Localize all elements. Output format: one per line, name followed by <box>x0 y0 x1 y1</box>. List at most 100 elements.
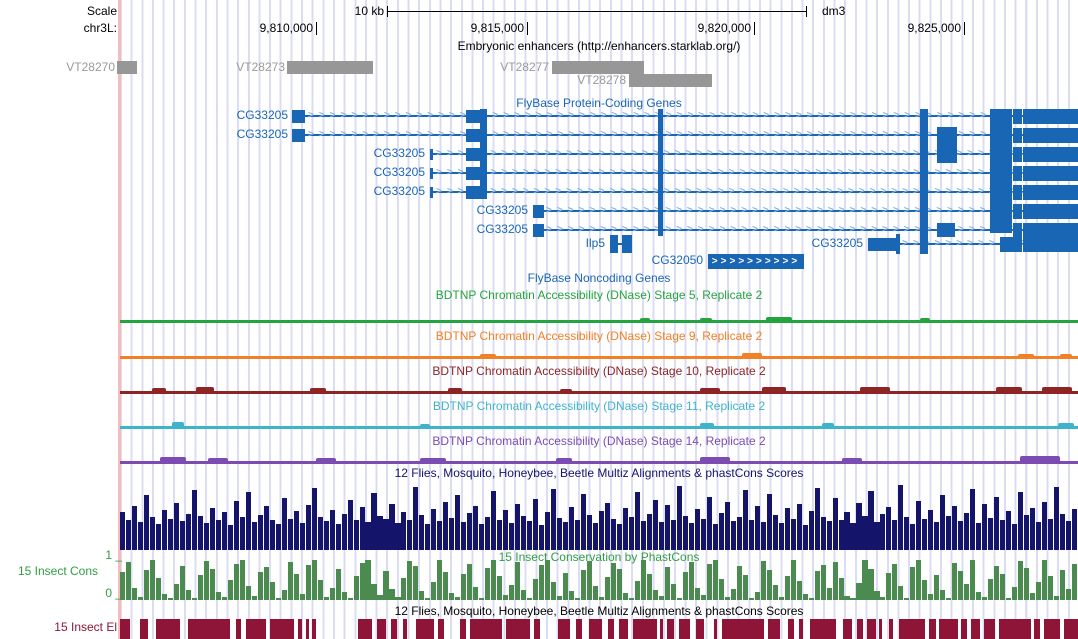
histogram-bar[interactable] <box>838 520 844 550</box>
gene-intron-line[interactable] <box>292 115 1078 117</box>
histogram-bar[interactable] <box>413 487 419 550</box>
gene-intron-line[interactable] <box>430 153 1078 155</box>
histogram-bar[interactable] <box>299 594 305 600</box>
histogram-bar[interactable] <box>569 507 575 550</box>
histogram-bar[interactable] <box>604 577 611 600</box>
histogram-bar[interactable] <box>389 589 395 600</box>
histogram-bar[interactable] <box>844 596 850 600</box>
histogram-bar[interactable] <box>826 588 832 600</box>
histogram-bar[interactable] <box>131 506 138 550</box>
histogram-bar[interactable] <box>167 598 173 600</box>
histogram-bar[interactable] <box>263 506 269 550</box>
histogram-bar[interactable] <box>778 597 784 600</box>
histogram-bar[interactable] <box>928 510 934 550</box>
histogram-bar[interactable] <box>664 505 670 550</box>
histogram-bar[interactable] <box>706 497 712 550</box>
histogram-bar[interactable] <box>120 512 126 550</box>
histogram-bar[interactable] <box>365 560 371 600</box>
histogram-bar[interactable] <box>700 595 706 600</box>
histogram-bar[interactable] <box>467 513 473 550</box>
histogram-bar[interactable] <box>646 514 652 550</box>
histogram-bar[interactable] <box>221 512 227 550</box>
histogram-bar[interactable] <box>1000 520 1006 550</box>
histogram-bar[interactable] <box>137 597 144 600</box>
gene-exon-chevron-box[interactable]: >>>>>>>>>> <box>708 253 804 269</box>
histogram-bar[interactable] <box>233 564 239 600</box>
conserved-element-block[interactable] <box>667 619 674 639</box>
histogram-bar[interactable] <box>772 585 778 600</box>
histogram-bar[interactable] <box>742 575 748 600</box>
histogram-bar[interactable] <box>1006 511 1012 550</box>
histogram-bar[interactable] <box>227 580 233 600</box>
histogram-bar[interactable] <box>473 506 479 550</box>
histogram-bar[interactable] <box>533 579 539 600</box>
histogram-bar[interactable] <box>317 517 323 550</box>
gene-intron-line[interactable] <box>430 191 1078 193</box>
gene-exon[interactable] <box>1013 127 1022 143</box>
conserved-element-block[interactable] <box>971 619 980 639</box>
histogram-bar[interactable] <box>868 569 874 600</box>
histogram-bar[interactable] <box>676 598 682 600</box>
conserved-element-block[interactable] <box>358 619 372 639</box>
histogram-bar[interactable] <box>814 488 820 550</box>
gene-label[interactable]: CG32050 <box>651 253 703 267</box>
histogram-bar[interactable] <box>461 574 467 600</box>
histogram-bar[interactable] <box>179 521 185 550</box>
conserved-element-block[interactable] <box>377 619 386 639</box>
gene-exon[interactable] <box>1023 222 1078 238</box>
histogram-bar[interactable] <box>371 584 377 600</box>
histogram-bar[interactable] <box>1018 561 1024 600</box>
conserved-element-block[interactable] <box>236 619 241 639</box>
gene-exon[interactable] <box>937 223 955 237</box>
histogram-bar[interactable] <box>946 516 952 550</box>
histogram-bar[interactable] <box>581 494 587 550</box>
histogram-bar[interactable] <box>622 508 629 550</box>
conserved-element-block[interactable] <box>899 619 925 639</box>
histogram-bar[interactable] <box>616 524 623 550</box>
histogram-bar[interactable] <box>934 575 940 600</box>
histogram-bar[interactable] <box>694 588 700 600</box>
conserved-element-block[interactable] <box>633 619 657 639</box>
histogram-bar[interactable] <box>1072 509 1078 550</box>
conserved-element-block[interactable] <box>391 619 397 639</box>
gene-exon-shared[interactable] <box>990 109 1012 233</box>
histogram-bar[interactable] <box>179 566 185 600</box>
histogram-bar[interactable] <box>407 520 413 550</box>
histogram-bar[interactable] <box>646 574 652 600</box>
histogram-bar[interactable] <box>497 576 503 600</box>
conserved-element-block[interactable] <box>788 619 794 639</box>
histogram-bar[interactable] <box>760 561 766 600</box>
histogram-bar[interactable] <box>503 510 509 550</box>
conserved-element-block[interactable] <box>929 619 936 639</box>
histogram-bar[interactable] <box>946 598 952 600</box>
histogram-bar[interactable] <box>658 522 664 550</box>
histogram-bar[interactable] <box>1036 522 1042 550</box>
gene-exon-shared[interactable] <box>480 109 487 199</box>
histogram-bar[interactable] <box>928 594 934 600</box>
histogram-bar[interactable] <box>563 522 569 550</box>
bdtnp-signal-baseline[interactable] <box>120 320 1078 323</box>
histogram-bar[interactable] <box>191 598 197 600</box>
gene-exon[interactable] <box>1023 203 1078 219</box>
histogram-bar[interactable] <box>305 565 311 600</box>
histogram-bar[interactable] <box>503 595 509 600</box>
gene-exon[interactable] <box>466 109 481 123</box>
histogram-bar[interactable] <box>353 576 359 600</box>
conserved-element-block[interactable] <box>799 619 803 639</box>
histogram-bar[interactable] <box>622 593 629 600</box>
gene-exon[interactable] <box>430 167 433 179</box>
histogram-bar[interactable] <box>616 569 623 600</box>
gene-exon[interactable] <box>868 237 896 251</box>
histogram-bar[interactable] <box>922 580 928 600</box>
gene-intron-line[interactable] <box>533 229 1078 231</box>
histogram-bar[interactable] <box>784 576 790 600</box>
gene-exon[interactable] <box>1013 108 1022 124</box>
histogram-bar[interactable] <box>718 579 724 600</box>
histogram-bar[interactable] <box>712 560 718 600</box>
histogram-bar[interactable] <box>670 520 676 550</box>
histogram-bar[interactable] <box>688 523 694 550</box>
histogram-bar[interactable] <box>215 520 221 550</box>
histogram-bar[interactable] <box>844 512 850 550</box>
histogram-bar[interactable] <box>395 523 401 550</box>
histogram-bar[interactable] <box>832 562 838 600</box>
